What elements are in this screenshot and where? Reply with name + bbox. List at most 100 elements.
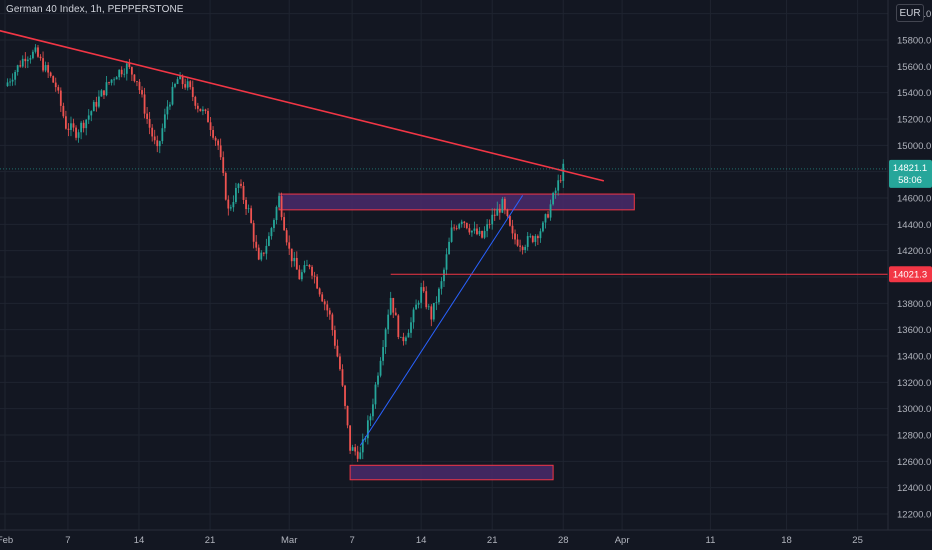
candle-body <box>328 310 331 315</box>
candle-body <box>95 101 98 107</box>
candle-body <box>448 241 450 255</box>
candle-body <box>133 74 136 82</box>
candle-body <box>278 196 280 208</box>
candle-body <box>435 302 438 304</box>
candle-body <box>552 193 554 205</box>
currency-button[interactable]: EUR <box>896 4 924 22</box>
candle-body <box>450 227 453 242</box>
candle-body <box>374 384 377 405</box>
candle-body <box>37 47 39 57</box>
candle-body <box>534 236 537 242</box>
candle-body <box>100 90 103 97</box>
candle-body <box>174 83 176 87</box>
candle-body <box>125 63 128 74</box>
candle-body <box>298 269 301 280</box>
candle-body <box>242 185 245 200</box>
candle-body <box>280 196 283 218</box>
x-tick-label: 7 <box>65 535 70 546</box>
candle-body <box>290 248 293 262</box>
candle-body <box>156 140 159 147</box>
y-tick-label: 13200.0 <box>897 378 931 389</box>
candle-body <box>265 245 268 254</box>
candle-body <box>257 247 260 260</box>
candle-body <box>250 208 253 224</box>
candle-body <box>80 122 83 133</box>
candle-body <box>184 84 187 88</box>
candle-body <box>476 228 478 235</box>
candle-body <box>509 216 511 226</box>
candle-body <box>524 246 527 250</box>
candle-body <box>65 116 67 129</box>
candle-body <box>498 208 501 213</box>
candle-body <box>110 79 113 83</box>
candle-body <box>32 51 34 59</box>
y-tick-label: 14200.0 <box>897 246 931 257</box>
candles <box>6 44 565 462</box>
chart-title: German 40 Index, 1h, PEPPERSTONE <box>6 4 184 15</box>
candle-body <box>130 67 133 75</box>
candle-body <box>115 77 118 80</box>
candle-body <box>120 69 123 75</box>
y-tick-label: 15800.0 <box>897 36 931 47</box>
candle-body <box>316 276 319 289</box>
candle-body <box>331 314 334 331</box>
candle-body <box>97 96 100 107</box>
candle-body <box>151 127 154 137</box>
candle-body <box>268 236 270 246</box>
x-tick-label: 11 <box>705 535 715 546</box>
candle-body <box>70 123 72 130</box>
price-axis[interactable]: 12200.0 12400.0 12600.0 12800.0 13000.0 13200… <box>897 9 931 520</box>
candle-body <box>158 141 161 147</box>
candle-body <box>90 111 93 116</box>
candle-body <box>222 157 225 173</box>
time-axis[interactable]: Feb 7 14 21 Mar 7 14 21 28 Apr 11 18 25 <box>0 535 863 546</box>
candle-body <box>72 123 75 128</box>
candle-body <box>202 109 204 112</box>
candle-body <box>169 104 171 107</box>
candle-body <box>529 236 532 237</box>
candle-body <box>306 264 308 266</box>
candle-body <box>407 332 410 338</box>
candle-body <box>531 236 534 242</box>
candle-body <box>166 106 169 115</box>
candle-body <box>354 447 357 452</box>
candle-body <box>136 81 138 82</box>
candle-body <box>326 304 329 311</box>
candle-body <box>453 227 456 229</box>
candle-body <box>455 227 458 229</box>
candle-body <box>273 220 275 229</box>
candle-body <box>26 59 29 62</box>
candle-body <box>118 69 121 78</box>
candle-body <box>311 266 313 276</box>
candle-body <box>557 180 560 191</box>
candle-body <box>275 207 278 221</box>
y-tick-label: 15600.0 <box>897 62 931 73</box>
candle-body <box>123 73 126 75</box>
y-tick-label: 13800.0 <box>897 299 931 310</box>
candle-body <box>199 108 202 112</box>
y-tick-label: 13000.0 <box>897 404 931 415</box>
candle-body <box>549 204 552 218</box>
candle-body <box>77 132 80 138</box>
candle-body <box>536 236 539 239</box>
candle-body <box>308 264 311 267</box>
candle-body <box>16 65 19 72</box>
x-tick-label: 18 <box>781 535 792 546</box>
candle-body <box>204 109 207 111</box>
candle-body <box>392 297 395 313</box>
candle-body <box>394 312 397 316</box>
candle-body <box>516 239 519 246</box>
candle-body <box>559 180 562 182</box>
candle-body <box>323 301 326 305</box>
candle-body <box>108 82 110 83</box>
candle-body <box>506 209 509 217</box>
candle-body <box>333 330 336 346</box>
candle-body <box>526 236 529 247</box>
candle-body <box>285 230 288 243</box>
candle-body <box>422 287 425 292</box>
candle-body <box>427 306 430 308</box>
candle-body <box>82 122 85 129</box>
candle-body <box>209 122 212 131</box>
